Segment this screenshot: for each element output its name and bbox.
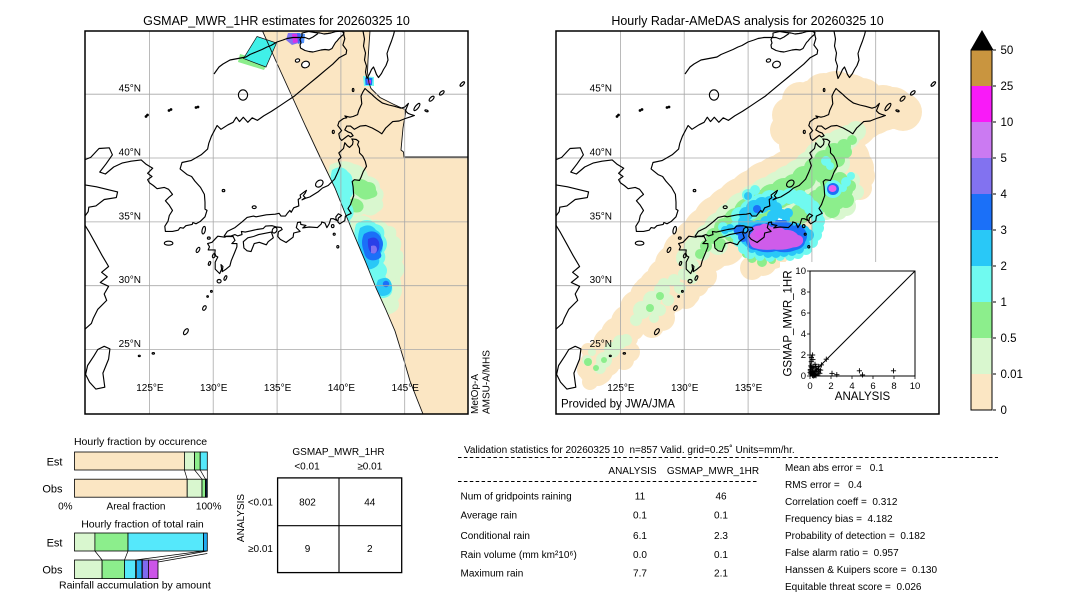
svg-text:0: 0 (801, 371, 806, 382)
svg-text:2.3: 2.3 (714, 531, 728, 542)
svg-text:44: 44 (364, 498, 376, 509)
svg-text:Maximum rain: Maximum rain (461, 569, 524, 580)
svg-text:130°E: 130°E (200, 383, 228, 394)
svg-text:10: 10 (910, 381, 921, 392)
svg-text:Probability of detection = 0.: Probability of detection = 0.182 (785, 531, 926, 542)
svg-text:Hourly fraction by occurence: Hourly fraction by occurence (74, 436, 207, 448)
svg-text:Est: Est (47, 457, 63, 469)
svg-text:≥0.01: ≥0.01 (248, 544, 273, 555)
svg-text:50: 50 (1001, 45, 1014, 57)
svg-text:Rainfall accumulation by amoun: Rainfall accumulation by amount (59, 580, 211, 592)
svg-text:3: 3 (1001, 225, 1007, 237)
svg-text:30°N: 30°N (119, 275, 141, 286)
svg-text:2: 2 (828, 381, 833, 392)
svg-text:125°E: 125°E (607, 383, 635, 394)
svg-text:0%: 0% (58, 502, 73, 513)
svg-text:1: 1 (1001, 297, 1007, 309)
svg-text:6.1: 6.1 (633, 531, 647, 542)
svg-text:135°E: 135°E (735, 383, 763, 394)
svg-text:GSMAP_MWR_1HR estimates for 20: GSMAP_MWR_1HR estimates for 20260325 10 (143, 14, 410, 28)
svg-text:4: 4 (1001, 189, 1008, 201)
svg-text:40°N: 40°N (590, 148, 612, 159)
svg-text:Hanssen & Kuipers score = 0.1: Hanssen & Kuipers score = 0.130 (785, 565, 937, 576)
svg-text:145°E: 145°E (392, 383, 420, 394)
svg-text:ANALYSIS: ANALYSIS (608, 466, 656, 477)
svg-text:Average rain: Average rain (461, 510, 518, 521)
svg-text:0.1: 0.1 (714, 550, 728, 561)
svg-text:125°E: 125°E (136, 383, 164, 394)
svg-text:GSMAP_MWR_1HR: GSMAP_MWR_1HR (783, 270, 795, 376)
svg-text:11: 11 (635, 492, 646, 503)
svg-text:130°E: 130°E (671, 383, 699, 394)
svg-text:2: 2 (801, 350, 806, 361)
svg-text:40°N: 40°N (119, 148, 141, 159)
svg-text:0.5: 0.5 (1001, 333, 1017, 345)
svg-text:Hourly Radar-AMeDAS analysis f: Hourly Radar-AMeDAS analysis for 2026032… (611, 14, 883, 28)
svg-text:Areal fraction: Areal fraction (107, 502, 166, 513)
svg-text:10: 10 (795, 266, 806, 277)
svg-text:8: 8 (891, 381, 896, 392)
svg-text:GSMAP_MWR_1HR: GSMAP_MWR_1HR (292, 447, 384, 458)
svg-text:5: 5 (1001, 153, 1007, 165)
svg-text:Hourly fraction of total rain: Hourly fraction of total rain (81, 519, 204, 531)
svg-text:2: 2 (1001, 261, 1007, 273)
svg-text:25°N: 25°N (590, 339, 612, 350)
svg-text:35°N: 35°N (119, 211, 141, 222)
svg-text:2: 2 (367, 544, 373, 555)
svg-text:46: 46 (715, 492, 727, 503)
svg-text:30°N: 30°N (590, 275, 612, 286)
svg-text:0.01: 0.01 (1001, 369, 1023, 381)
svg-text:35°N: 35°N (590, 211, 612, 222)
svg-text:Num of gridpoints raining: Num of gridpoints raining (461, 492, 572, 503)
svg-text:GSMAP_MWR_1HR: GSMAP_MWR_1HR (667, 466, 759, 477)
svg-text:ANALYSIS: ANALYSIS (835, 391, 891, 403)
svg-text:Validation statistics for 2026: Validation statistics for 20260325 10 n=… (464, 444, 795, 456)
svg-text:<0.01: <0.01 (294, 462, 320, 473)
svg-text:<0.01: <0.01 (248, 498, 274, 509)
svg-text:6: 6 (801, 308, 806, 319)
svg-text:45°N: 45°N (119, 84, 141, 95)
svg-text:6: 6 (870, 381, 875, 392)
svg-text:25: 25 (1001, 81, 1014, 93)
svg-text:100%: 100% (196, 502, 222, 513)
svg-text:0: 0 (1001, 405, 1007, 417)
svg-text:2.1: 2.1 (714, 569, 728, 580)
svg-text:AMSU-A/MHS: AMSU-A/MHS (482, 350, 493, 414)
svg-text:0: 0 (807, 381, 812, 392)
svg-text:RMS error = 0.4: RMS error = 0.4 (785, 480, 862, 491)
svg-text:4: 4 (801, 329, 806, 340)
svg-text:Mean abs error = 0.1: Mean abs error = 0.1 (785, 463, 884, 474)
svg-text:45°N: 45°N (590, 84, 612, 95)
svg-text:Obs: Obs (42, 484, 63, 496)
svg-text:Equitable threat score = 0.02: Equitable threat score = 0.026 (785, 582, 922, 593)
svg-text:8: 8 (801, 287, 806, 298)
svg-text:Frequency bias = 4.182: Frequency bias = 4.182 (785, 514, 893, 525)
svg-text:0.1: 0.1 (633, 510, 647, 521)
svg-text:4: 4 (849, 381, 854, 392)
svg-text:Correlation coeff = 0.312: Correlation coeff = 0.312 (785, 497, 898, 508)
svg-text:802: 802 (299, 498, 316, 509)
svg-text:False alarm ratio = 0.957: False alarm ratio = 0.957 (785, 548, 899, 559)
svg-text:ANALYSIS: ANALYSIS (236, 494, 247, 542)
svg-text:MetOp-A: MetOp-A (470, 374, 481, 414)
svg-text:≥0.01: ≥0.01 (357, 462, 382, 473)
svg-text:25°N: 25°N (119, 339, 141, 350)
svg-text:140°E: 140°E (328, 383, 356, 394)
svg-text:9: 9 (305, 544, 311, 555)
svg-text:Est: Est (47, 538, 63, 550)
svg-text:Rain volume (mm km²10⁶): Rain volume (mm km²10⁶) (461, 550, 577, 561)
svg-text:135°E: 135°E (264, 383, 292, 394)
svg-text:0.0: 0.0 (633, 550, 647, 561)
svg-text:Obs: Obs (42, 565, 63, 577)
svg-text:Provided by JWA/JMA: Provided by JWA/JMA (561, 399, 675, 411)
svg-text:10: 10 (1001, 117, 1014, 129)
svg-text:0.1: 0.1 (714, 510, 728, 521)
svg-text:Conditional rain: Conditional rain (461, 531, 531, 542)
svg-text:7.7: 7.7 (633, 569, 647, 580)
